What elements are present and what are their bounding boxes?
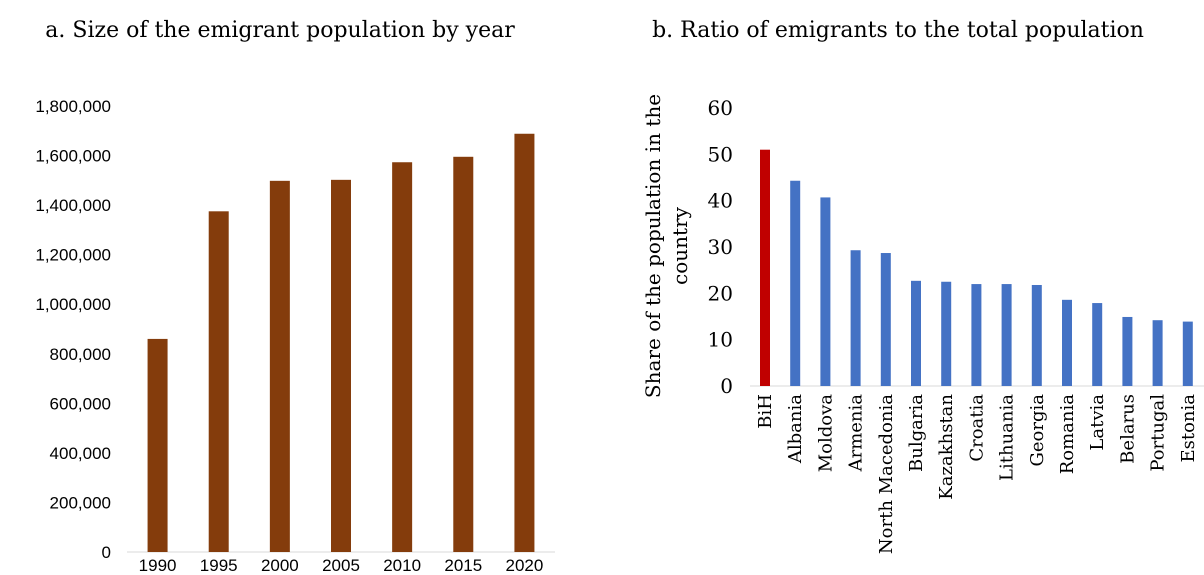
chart-a-y-tick-label: 400,000: [50, 444, 111, 463]
chart-a-bar-2000: [269, 180, 290, 552]
chart-b-y-tick-label: 60: [708, 96, 733, 120]
chart-a-title: a. Size of the emigrant population by ye…: [45, 18, 515, 43]
chart-b-y-axis-label-line-1: Share of the population in the: [641, 94, 665, 398]
chart-b-y-tick-label: 40: [708, 189, 733, 213]
chart-b-y-tick-label: 30: [708, 235, 733, 259]
chart-b-bar-belarus: [1122, 316, 1133, 386]
chart-b-y-tick-label: 0: [720, 374, 733, 398]
chart-a-bar-2010: [392, 162, 413, 553]
chart-b-y-tick-label: 20: [708, 281, 733, 305]
chart-a-y-tick-label: 1,200,000: [35, 246, 111, 265]
chart-b-bar-romania: [1062, 299, 1072, 386]
chart-a-x-tick-label: 2000: [261, 556, 299, 575]
chart-b-bar-kazakhstan: [941, 281, 952, 386]
chart-a-bar-2015: [453, 156, 474, 553]
chart-b-x-tick-label: Belarus: [1117, 394, 1138, 464]
chart-a-x-axis-ticks: 1990 1995 2000 2005 2010 2015 2020: [139, 556, 544, 575]
chart-b-x-tick-label: Kazakhstan: [936, 394, 957, 500]
chart-b-x-axis-ticks: BiH Albania Moldova Armenia North Macedonia B…: [755, 394, 1199, 554]
chart-b-x-tick-label: BiH: [755, 394, 776, 429]
chart-b-x-tick-label: Bulgaria: [906, 394, 927, 472]
chart-a-y-tick-label: 1,400,000: [35, 196, 111, 215]
chart-b-x-tick-label: Latvia: [1087, 394, 1108, 451]
chart-b-x-tick-label: Croatia: [966, 394, 987, 462]
chart-b-x-tick-label: Estonia: [1178, 394, 1199, 463]
chart-b-bar-portugal: [1152, 320, 1163, 386]
chart-a-bar-2020: [514, 133, 535, 553]
chart-a-x-tick-label: 1990: [139, 556, 177, 575]
chart-a-y-axis-ticks: 0 200,000 400,000 600,000 800,000 1,000,000 1,…: [35, 97, 111, 562]
chart-b-x-tick-label: Georgia: [1027, 394, 1048, 467]
chart-b-x-tick-label: Lithuania: [997, 394, 1018, 481]
chart-b-y-axis-label-line-2: country: [668, 206, 692, 285]
chart-b-bar-moldova: [820, 197, 831, 386]
chart-a-x-tick-label: 2020: [506, 556, 544, 575]
chart-b-y-tick-label: 50: [708, 142, 733, 166]
chart-b-x-tick-label: Albania: [785, 394, 806, 464]
chart-a-y-tick-label: 1,000,000: [35, 295, 111, 314]
chart-b-bar-georgia: [1031, 284, 1042, 386]
chart-a: a. Size of the emigrant population by ye…: [35, 18, 555, 575]
chart-b-bar-armenia: [850, 250, 861, 386]
chart-a-y-tick-label: 600,000: [50, 394, 111, 413]
chart-a-y-tick-label: 0: [102, 543, 111, 562]
chart-b-bar-north-macedonia: [880, 253, 891, 386]
chart-b-bar-bih: [760, 149, 770, 386]
chart-a-x-tick-label: 2005: [322, 556, 360, 575]
chart-b-bar-bulgaria: [911, 280, 921, 386]
chart-b: b. Ratio of emigrants to the total popul…: [641, 18, 1204, 554]
chart-b-x-tick-label: Armenia: [846, 394, 867, 473]
chart-b-bar-estonia: [1182, 321, 1193, 386]
chart-b-bar-lithuania: [1001, 284, 1012, 386]
chart-a-x-tick-label: 1995: [200, 556, 238, 575]
chart-a-bar-1990: [147, 338, 168, 552]
chart-b-y-tick-label: 10: [708, 328, 733, 352]
chart-a-y-tick-label: 200,000: [50, 493, 111, 512]
chart-a-y-tick-label: 800,000: [50, 345, 111, 364]
chart-b-bar-albania: [790, 180, 801, 386]
chart-a-x-tick-label: 2010: [383, 556, 421, 575]
chart-b-x-tick-label: Moldova: [815, 394, 836, 473]
chart-b-bar-latvia: [1092, 303, 1103, 386]
chart-a-x-tick-label: 2015: [444, 556, 482, 575]
chart-a-bar-1995: [208, 211, 229, 553]
chart-a-y-tick-label: 1,800,000: [35, 97, 111, 116]
chart-b-bar-croatia: [971, 284, 982, 386]
chart-b-y-axis-ticks: 0 10 20 30 40 50 60: [708, 96, 733, 398]
chart-b-title: b. Ratio of emigrants to the total popul…: [652, 18, 1144, 43]
chart-b-x-tick-label: North Macedonia: [876, 394, 897, 554]
chart-a-bar-2005: [331, 179, 351, 553]
chart-a-y-tick-label: 1,600,000: [35, 147, 111, 166]
chart-b-bars: [760, 149, 1193, 386]
chart-b-x-tick-label: Romania: [1057, 394, 1078, 475]
chart-a-bars: [147, 133, 535, 553]
chart-b-y-axis-label: Share of the population in the country: [641, 94, 692, 398]
chart-b-x-tick-label: Portugal: [1148, 394, 1169, 472]
